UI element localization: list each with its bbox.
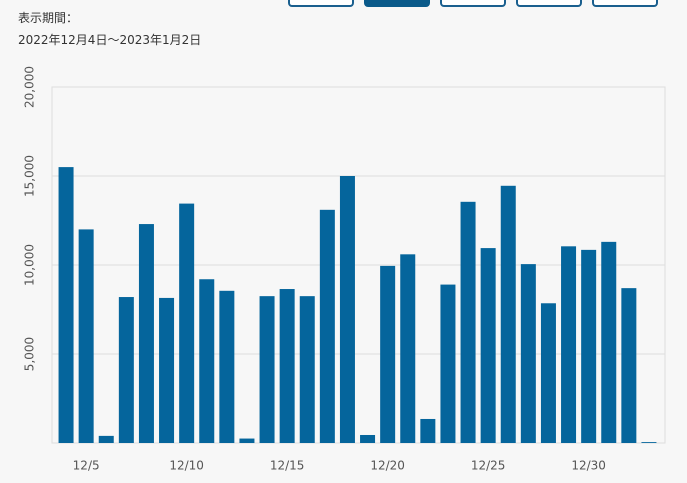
bar (420, 418, 436, 443)
bar (58, 167, 74, 443)
period-label: 表示期間： (18, 11, 79, 25)
bar (500, 185, 516, 444)
bar (179, 203, 195, 443)
x-tick-label: 12/15 (270, 459, 305, 473)
x-tick-label: 12/30 (571, 459, 606, 473)
bar (540, 303, 556, 443)
period-range: 2022年12月4日〜2023年1月2日 (18, 33, 202, 47)
bar (138, 224, 154, 443)
y-tick-label: 20,000 (23, 66, 37, 108)
bar (581, 249, 597, 443)
y-tick-label: 10,000 (23, 244, 37, 286)
bar (621, 288, 637, 443)
bar (219, 290, 235, 443)
bar (98, 435, 114, 443)
range-button[interactable] (592, 0, 658, 7)
range-button-active[interactable] (364, 0, 430, 7)
y-tick-label: 15,000 (23, 155, 37, 197)
bar (520, 264, 536, 443)
range-button[interactable] (440, 0, 506, 7)
bar (78, 229, 94, 443)
bar (561, 246, 577, 443)
bar (360, 434, 376, 443)
bar (118, 297, 134, 443)
bar (460, 201, 476, 443)
bar (601, 241, 617, 443)
bar (319, 209, 335, 443)
bar (400, 254, 416, 443)
x-tick-label: 12/5 (73, 459, 100, 473)
bar (299, 296, 315, 443)
x-tick-label: 12/25 (471, 459, 506, 473)
bar (239, 438, 255, 443)
bar (480, 248, 496, 443)
y-tick-label: 5,000 (23, 337, 37, 371)
bar (380, 265, 396, 443)
bar (440, 284, 456, 443)
bar (199, 279, 215, 443)
bar (159, 297, 175, 443)
x-tick-label: 12/10 (169, 459, 204, 473)
range-button[interactable] (288, 0, 354, 7)
bar (259, 296, 275, 443)
x-tick-label: 12/20 (370, 459, 405, 473)
range-button[interactable] (516, 0, 582, 7)
bar (339, 176, 355, 443)
bar (641, 442, 657, 443)
bar (279, 289, 295, 443)
